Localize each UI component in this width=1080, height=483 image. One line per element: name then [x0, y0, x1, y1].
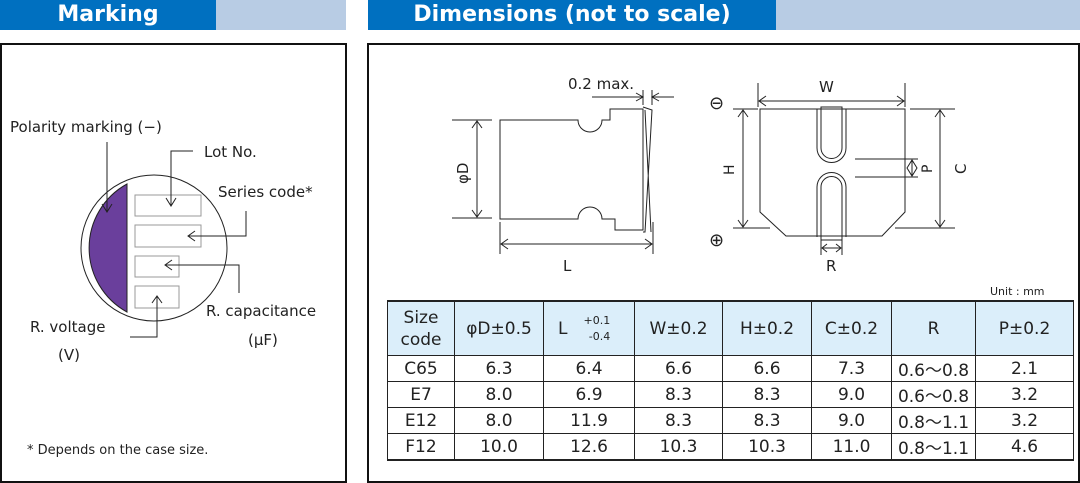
H-label: H: [722, 164, 738, 175]
plus-terminal-icon: ⊕: [709, 230, 724, 251]
lot-label: Lot No.: [204, 143, 257, 161]
header-W: W±0.2: [634, 300, 723, 356]
marking-title: Marking: [0, 0, 216, 30]
bottom-view-drawing: [733, 83, 955, 255]
cell: 3.2: [975, 381, 1074, 408]
table-row: C65 6.3 6.4 6.6 6.6 7.3 0.6～0.8 2.1: [387, 355, 1074, 382]
L-tol-plus: +0.1: [583, 313, 611, 327]
W-label: W: [819, 78, 834, 96]
cell: 10.0: [454, 433, 544, 461]
cell: 11.9: [543, 407, 635, 434]
header-L: L +0.1 -0.4: [543, 300, 635, 356]
L-tolerance: +0.1 -0.4: [583, 313, 610, 345]
cell: 0.8～1.1: [891, 407, 976, 434]
header-H: H±0.2: [722, 300, 812, 356]
series-label: Series code*: [218, 183, 313, 201]
footnote: * Depends on the case size.: [27, 443, 208, 458]
unit-label: Unit : mm: [990, 285, 1045, 298]
cell: 9.0: [811, 381, 892, 408]
capacitance-unit: (µF): [248, 331, 278, 349]
dimensions-header: Dimensions (not to scale): [368, 0, 1080, 30]
L-label: L: [563, 257, 572, 275]
cell: 8.3: [634, 407, 723, 434]
table-header-row: Size code φD±0.5 L +0.1 -0.4 W±0.2 H±0.2 C…: [387, 300, 1074, 356]
cell: F12: [387, 433, 455, 461]
cell: 8.0: [454, 381, 544, 408]
voltage-label: R. voltage: [30, 318, 105, 336]
cell: E7: [387, 381, 455, 408]
cell: 8.0: [454, 407, 544, 434]
header-size-code: Size code: [387, 300, 455, 356]
cell: 3.2: [975, 407, 1074, 434]
header-R: R: [891, 300, 976, 356]
cell: 0.6～0.8: [891, 355, 976, 382]
D-label: φD: [454, 163, 472, 184]
C-label: C: [952, 164, 970, 174]
table-row: E12 8.0 11.9 8.3 8.3 9.0 0.8～1.1 3.2: [387, 407, 1074, 434]
cell: C65: [387, 355, 455, 382]
cell: 10.3: [634, 433, 723, 461]
header-C: C±0.2: [811, 300, 892, 356]
P-label: P: [920, 165, 936, 173]
polarity-label: Polarity marking (−): [10, 118, 162, 136]
cell: 4.6: [975, 433, 1074, 461]
L-tol-minus: -0.4: [588, 329, 611, 343]
minus-terminal-icon: ⊖: [709, 93, 724, 114]
header-P: P±0.2: [975, 300, 1074, 356]
cell: 8.3: [722, 381, 812, 408]
dimensions-table: Size code φD±0.5 L +0.1 -0.4 W±0.2 H±0.2 C…: [387, 300, 1074, 461]
cell: 10.3: [722, 433, 812, 461]
capacitance-label: R. capacitance: [206, 302, 316, 320]
cell: 0.8～1.1: [891, 433, 976, 461]
table-row: E7 8.0 6.9 8.3 8.3 9.0 0.6～0.8 3.2: [387, 381, 1074, 408]
cell: 8.3: [634, 381, 723, 408]
header-L-text: L: [558, 318, 568, 339]
side-view-drawing: [452, 90, 674, 254]
header-D: φD±0.5: [454, 300, 544, 356]
cell: 7.3: [811, 355, 892, 382]
cell: 6.3: [454, 355, 544, 382]
table-row: F12 10.0 12.6 10.3 10.3 11.0 0.8～1.1 4.6: [387, 433, 1074, 461]
cell: 11.0: [811, 433, 892, 461]
dimensions-title: Dimensions (not to scale): [368, 0, 776, 30]
cell: 0.6～0.8: [891, 381, 976, 408]
cell: 6.6: [722, 355, 812, 382]
voltage-unit: (V): [58, 346, 80, 364]
cell: 6.6: [634, 355, 723, 382]
marking-header: Marking: [0, 0, 346, 30]
cell: E12: [387, 407, 455, 434]
capacitor-top-view: [80, 142, 247, 338]
cell: 2.1: [975, 355, 1074, 382]
R-label: R: [826, 257, 836, 275]
cell: 9.0: [811, 407, 892, 434]
cell: 6.9: [543, 381, 635, 408]
cell: 6.4: [543, 355, 635, 382]
cell: 8.3: [722, 407, 812, 434]
max-label: 0.2 max.: [568, 75, 634, 93]
cell: 12.6: [543, 433, 635, 461]
